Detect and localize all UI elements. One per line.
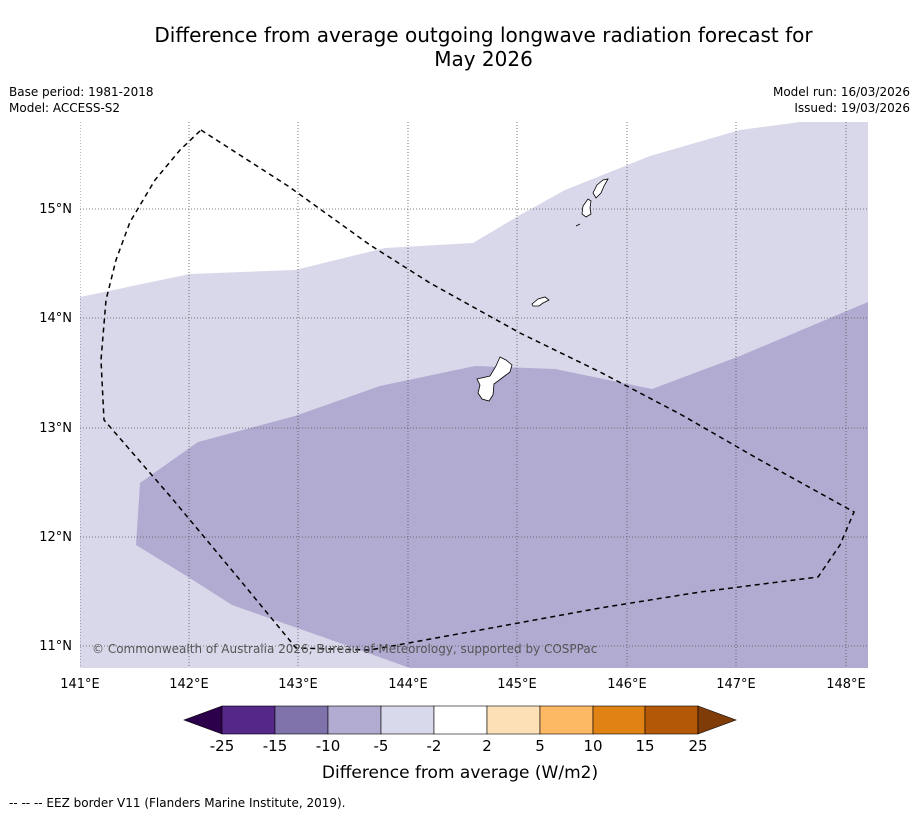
colorbar-segment-9 [592,705,646,735]
island-guam [476,356,513,402]
lat-label-11: 11°N [39,639,72,654]
base-period: Base period: 1981-2018 [9,85,154,99]
anomaly-strip-bottom-left [80,662,110,668]
colorbar-title: Difference from average (W/m2) [322,763,598,783]
lon-label-147: 147°E [716,677,756,692]
colorbar [183,705,737,735]
eez-footnote: -- -- -- EEZ border V11 (Flanders Marine… [9,796,346,810]
colorbar-tick-label: 15 [635,737,654,755]
model-run: Model run: 16/03/2026 [772,85,910,99]
chart-title-line-1: Difference from average outgoing longwav… [154,23,813,47]
colorbar-segment-10 [644,705,699,735]
colorbar-tick-labels: -25 -15 -10 -5 -2 2 5 10 15 25 [210,737,708,755]
lon-label-148: 148°E [826,677,866,692]
colorbar-segment-11 [697,705,737,735]
colorbar-tick-label: -10 [316,737,341,755]
colorbar-segment-7 [486,705,541,735]
island-aguijan [575,223,581,227]
colorbar-segment-4 [327,705,382,735]
colorbar-tick-label: 2 [482,737,492,755]
copyright-text: © Commonwealth of Australia 2026, Bureau… [92,642,597,656]
colorbar-segment-6 [433,705,488,735]
meta-left: Base period: 1981-2018 Model: ACCESS-S2 [9,84,154,116]
lon-label-146: 146°E [607,677,647,692]
map-area: © Commonwealth of Australia 2026, Bureau… [80,122,868,668]
island-saipan [592,178,609,199]
colorbar-segment-5 [380,705,435,735]
island-rota [531,296,550,307]
lat-label-15: 15°N [39,202,72,217]
gridlines [80,122,868,668]
colorbar-segment-8 [539,705,594,735]
colorbar-segment-1 [183,705,223,735]
colorbar-tick-label: 5 [535,737,545,755]
lon-label-145: 145°E [497,677,537,692]
lat-labels: 15°N 14°N 13°N 12°N 11°N [39,202,72,654]
eez-border [100,129,855,651]
lat-label-14: 14°N [39,311,72,326]
islands [476,178,609,402]
lon-label-142: 142°E [169,677,209,692]
chart-title-line-2: May 2026 [434,47,533,71]
lon-label-143: 143°E [278,677,318,692]
colorbar-tick-label: -5 [374,737,389,755]
colorbar-tick-label: -15 [263,737,288,755]
island-tinian [581,198,592,218]
colorbar-tick-label: 10 [583,737,602,755]
colorbar-segment-2 [221,705,276,735]
colorbar-tick-label: 25 [688,737,707,755]
colorbar-segment-3 [274,705,329,735]
meta-right: Model run: 16/03/2026 Issued: 19/03/2026 [773,84,910,116]
colorbar-tick-label: -2 [427,737,442,755]
anomaly-band-dark [136,302,868,668]
model-name: Model: ACCESS-S2 [9,101,121,115]
lat-label-13: 13°N [39,421,72,436]
colorbar-tick-label: -25 [210,737,235,755]
lat-label-12: 12°N [39,530,72,545]
issued-date: Issued: 19/03/2026 [794,101,910,115]
lon-label-141: 141°E [60,677,100,692]
lon-label-144: 144°E [388,677,428,692]
lon-labels: 141°E 142°E 143°E 144°E 145°E 146°E 147°… [60,677,866,692]
